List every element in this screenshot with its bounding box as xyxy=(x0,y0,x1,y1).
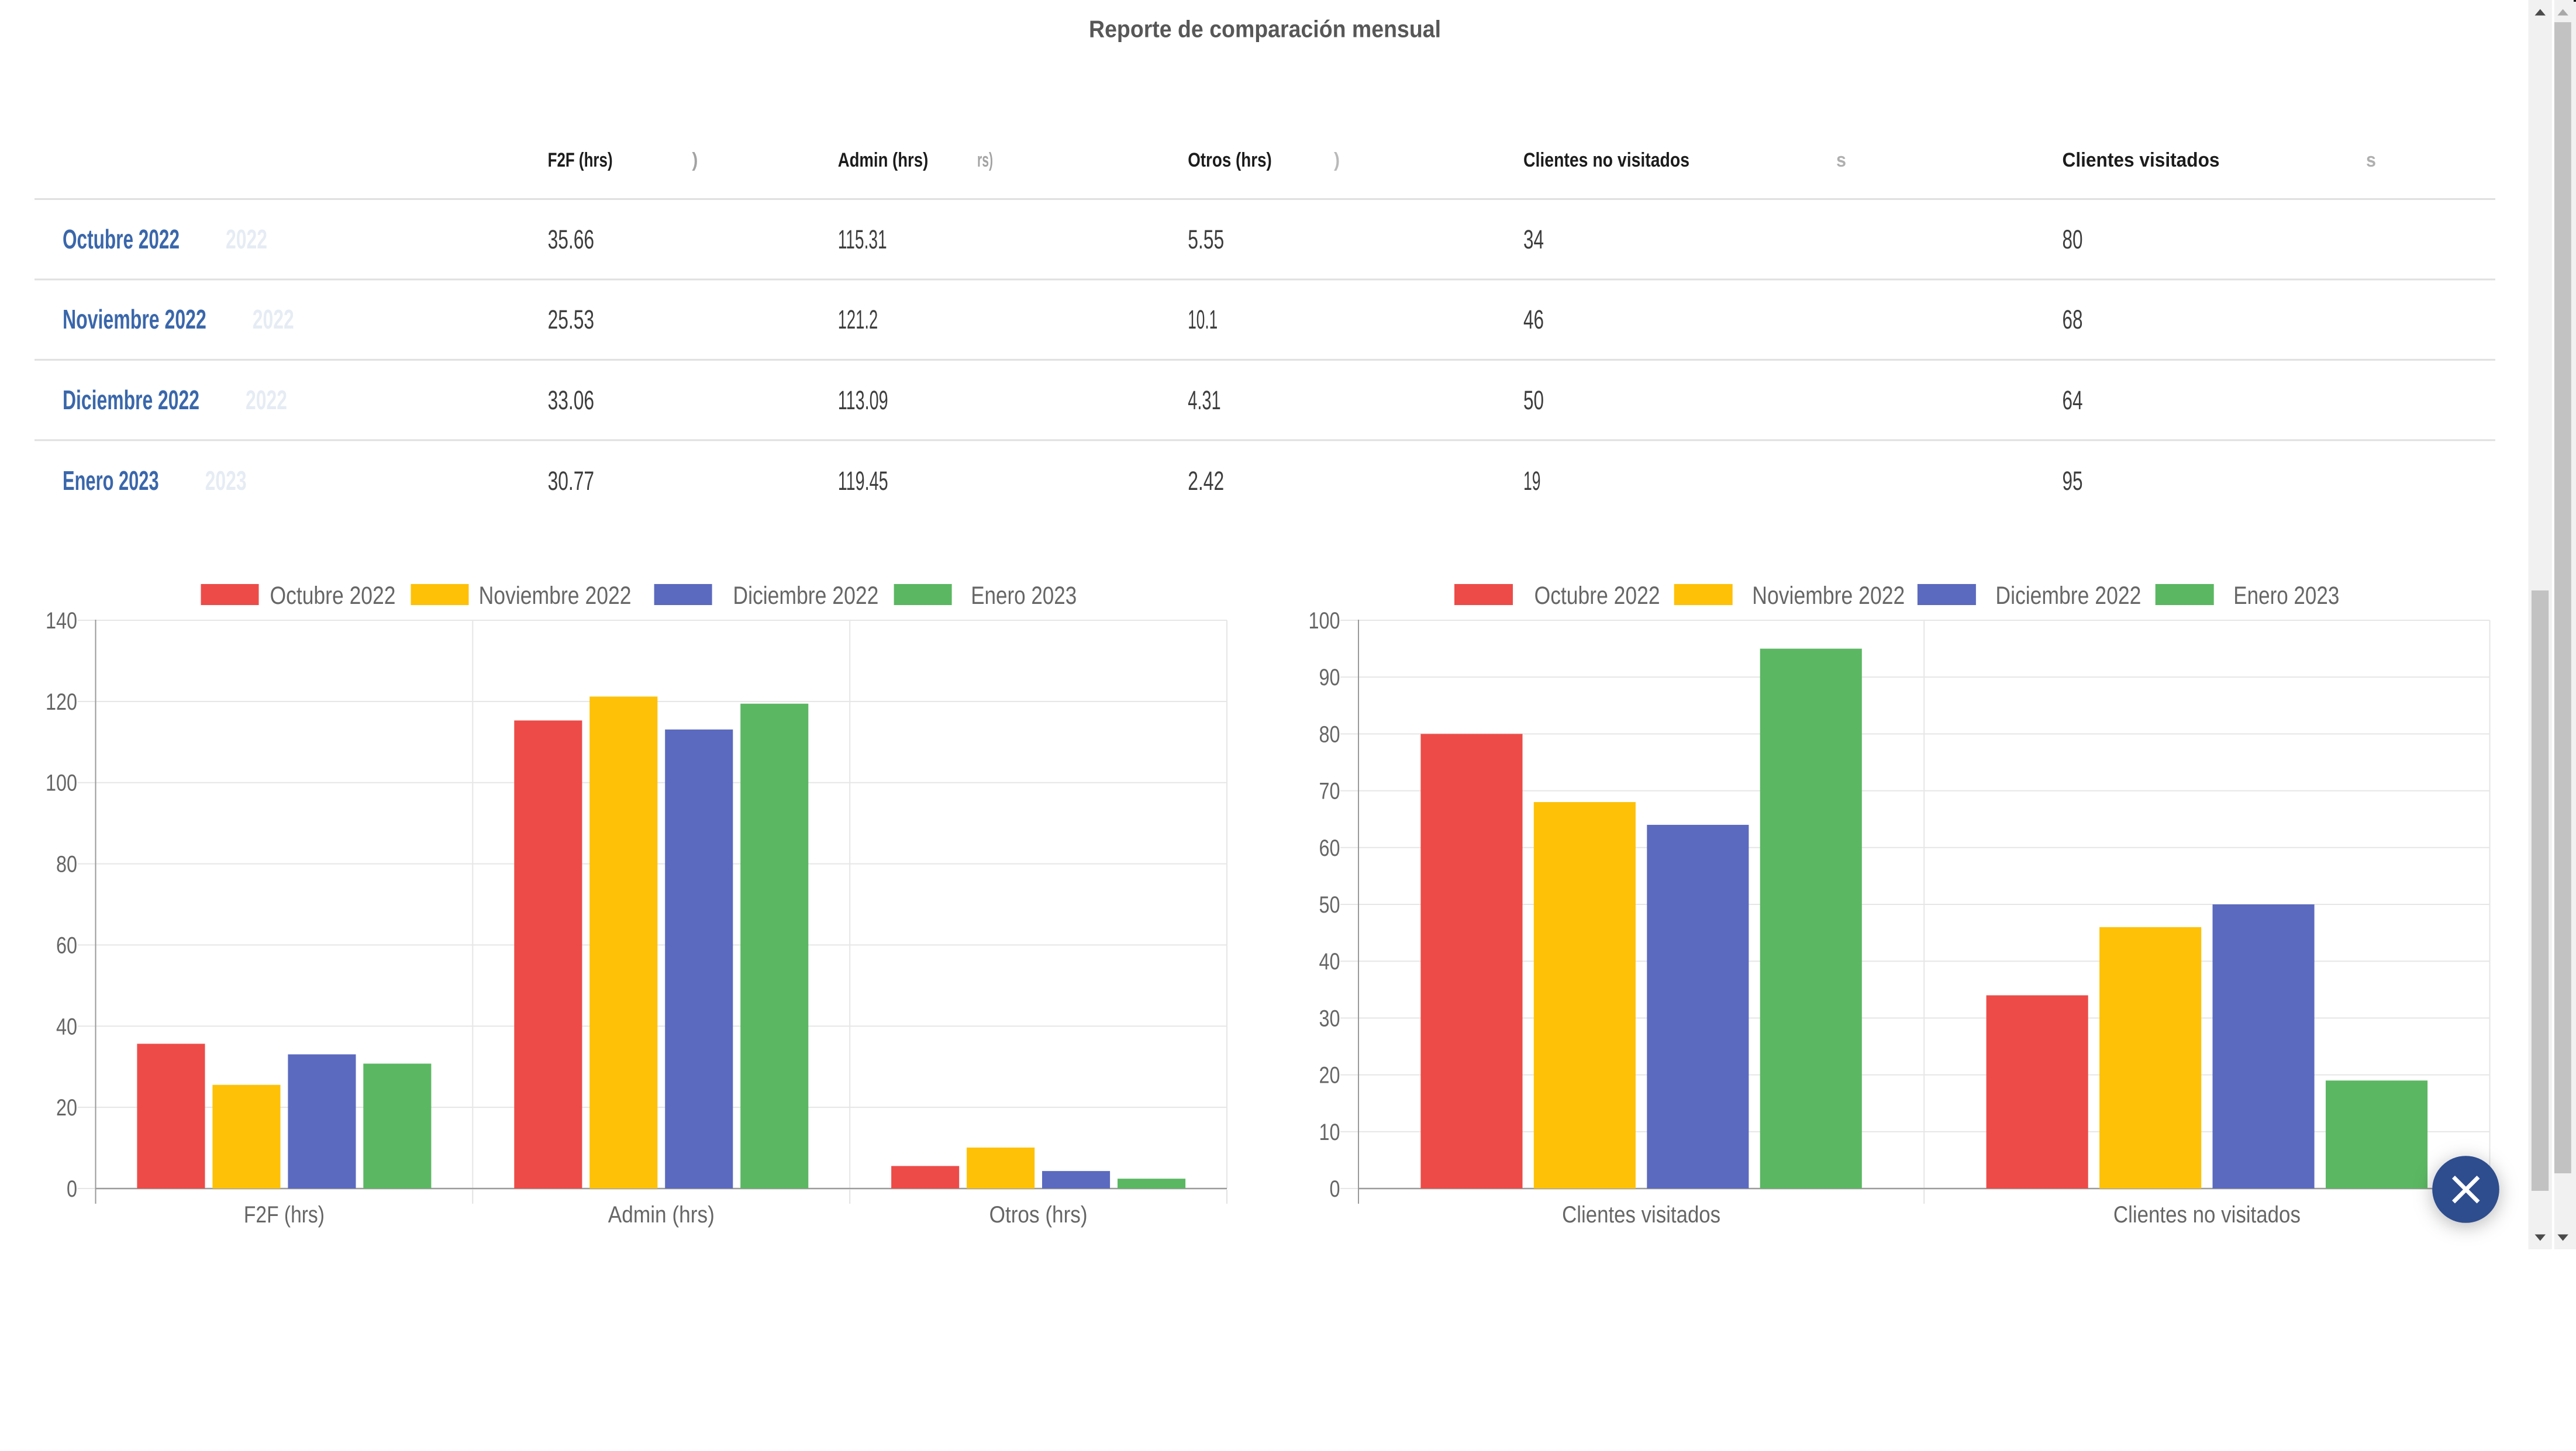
svg-text:30: 30 xyxy=(1319,1006,1340,1031)
svg-text:30.77: 30.77 xyxy=(548,466,595,496)
svg-text:80: 80 xyxy=(56,852,77,877)
svg-text:113.09: 113.09 xyxy=(838,385,888,415)
svg-text:Diciembre 2022: Diciembre 2022 xyxy=(1995,582,2141,610)
svg-text:80: 80 xyxy=(1319,721,1340,747)
svg-text:Enero 2023: Enero 2023 xyxy=(63,465,159,496)
svg-text:Octubre 2022: Octubre 2022 xyxy=(1534,582,1660,610)
svg-text:60: 60 xyxy=(56,932,77,958)
svg-text:90: 90 xyxy=(1319,665,1340,690)
svg-text:46: 46 xyxy=(1523,305,1544,334)
svg-text:Otros (hrs): Otros (hrs) xyxy=(1188,149,1272,171)
svg-text:s: s xyxy=(2366,149,2376,171)
svg-text:Clientes visitados: Clientes visitados xyxy=(1562,1202,1720,1228)
svg-text:100: 100 xyxy=(46,771,77,796)
svg-text:68: 68 xyxy=(2063,305,2083,334)
svg-text:Otros (hrs): Otros (hrs) xyxy=(989,1202,1088,1228)
svg-text:20: 20 xyxy=(56,1095,77,1121)
svg-text:115.31: 115.31 xyxy=(838,224,887,254)
svg-text:70: 70 xyxy=(1319,779,1340,804)
svg-text:Admin (hrs): Admin (hrs) xyxy=(608,1202,715,1228)
svg-text:Diciembre 2022: Diciembre 2022 xyxy=(733,582,878,610)
svg-text:Noviembre 2022: Noviembre 2022 xyxy=(63,304,206,334)
svg-text:33.06: 33.06 xyxy=(548,385,595,415)
svg-text:Clientes visitados: Clientes visitados xyxy=(2063,149,2220,171)
svg-text:34: 34 xyxy=(1523,224,1544,254)
svg-text:2022: 2022 xyxy=(226,224,267,254)
svg-text:60: 60 xyxy=(1319,835,1340,861)
svg-text:50: 50 xyxy=(1319,892,1340,918)
svg-text:4.31: 4.31 xyxy=(1188,385,1221,415)
svg-text:): ) xyxy=(692,149,698,171)
svg-text:s: s xyxy=(1836,149,1846,171)
svg-text:Diciembre 2022: Diciembre 2022 xyxy=(63,385,199,415)
svg-text:121.2: 121.2 xyxy=(838,305,878,334)
svg-text:20: 20 xyxy=(1319,1063,1340,1089)
svg-text:): ) xyxy=(1334,149,1340,171)
svg-text:Noviembre 2022: Noviembre 2022 xyxy=(1752,582,1905,610)
svg-text:2.42: 2.42 xyxy=(1188,466,1224,496)
svg-text:Octubre 2022: Octubre 2022 xyxy=(270,582,396,610)
svg-text:95: 95 xyxy=(2063,466,2083,496)
svg-text:0: 0 xyxy=(67,1176,77,1202)
svg-text:0: 0 xyxy=(1330,1176,1340,1202)
svg-text:120: 120 xyxy=(46,689,77,715)
svg-text:140: 140 xyxy=(46,608,77,634)
svg-text:Clientes no visitados: Clientes no visitados xyxy=(2113,1202,2301,1228)
svg-text:F2F (hrs): F2F (hrs) xyxy=(244,1202,325,1228)
svg-text:119.45: 119.45 xyxy=(838,466,888,496)
svg-text:Octubre 2022: Octubre 2022 xyxy=(63,224,180,254)
svg-text:Noviembre 2022: Noviembre 2022 xyxy=(479,582,632,610)
svg-text:40: 40 xyxy=(1319,949,1340,975)
svg-text:rs): rs) xyxy=(977,149,993,171)
svg-text:5.55: 5.55 xyxy=(1188,224,1224,254)
svg-text:35.66: 35.66 xyxy=(548,224,595,254)
svg-text:10: 10 xyxy=(1319,1120,1340,1145)
svg-text:Clientes no visitados: Clientes no visitados xyxy=(1523,149,1689,171)
svg-text:2022: 2022 xyxy=(253,304,294,334)
svg-text:2022: 2022 xyxy=(246,385,287,415)
svg-text:19: 19 xyxy=(1523,466,1541,496)
svg-text:80: 80 xyxy=(2063,224,2083,254)
svg-text:100: 100 xyxy=(1309,608,1340,634)
svg-text:40: 40 xyxy=(56,1014,77,1039)
svg-text:64: 64 xyxy=(2063,385,2083,415)
svg-text:50: 50 xyxy=(1523,385,1544,415)
svg-text:Enero 2023: Enero 2023 xyxy=(971,582,1077,610)
svg-text:Reporte de comparación mensual: Reporte de comparación mensual xyxy=(1089,16,1441,43)
svg-text:F2F (hrs): F2F (hrs) xyxy=(548,149,613,171)
svg-text:Admin (hrs): Admin (hrs) xyxy=(838,149,929,171)
svg-text:10.1: 10.1 xyxy=(1188,305,1218,334)
svg-text:25.53: 25.53 xyxy=(548,305,595,334)
svg-text:2023: 2023 xyxy=(205,465,247,496)
svg-text:Enero 2023: Enero 2023 xyxy=(2233,582,2339,610)
